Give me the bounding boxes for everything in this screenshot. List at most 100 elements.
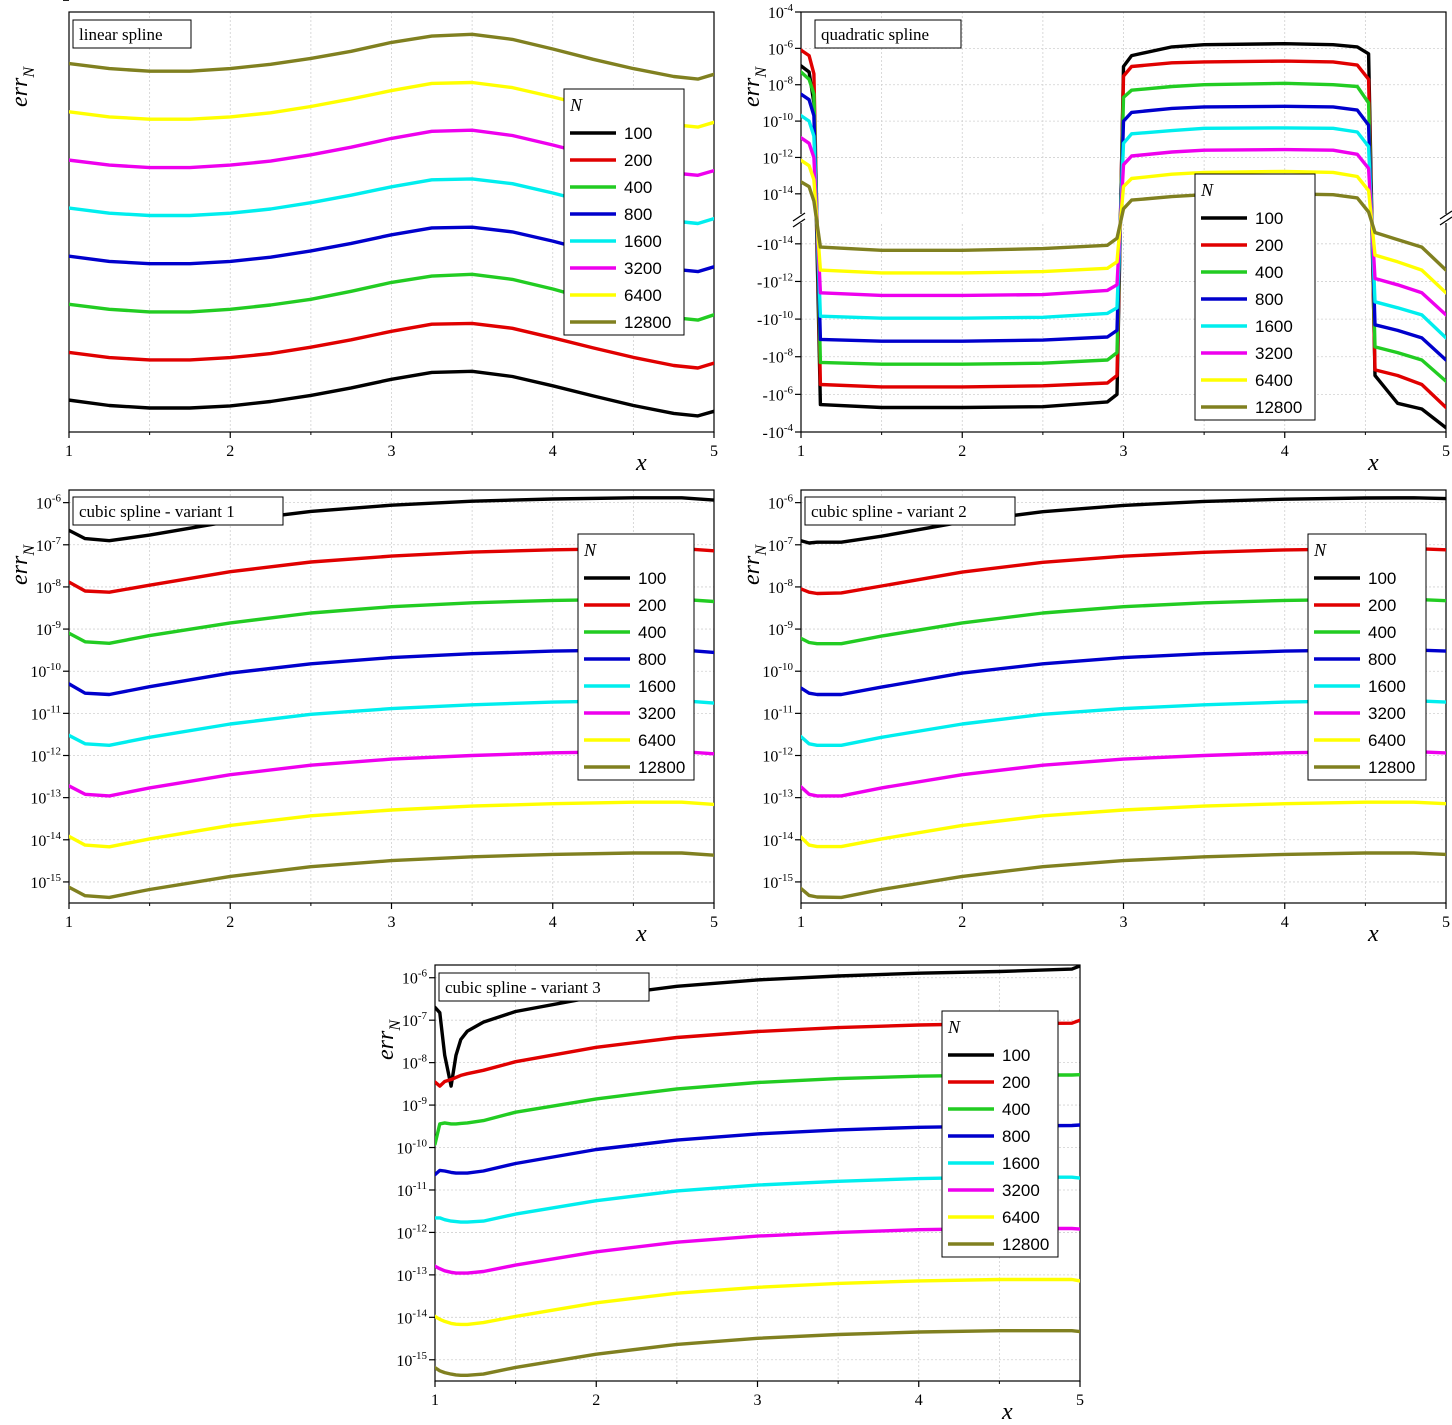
series-line-400: [801, 70, 1446, 383]
series-line-6400: [801, 800, 1446, 849]
legend-label: 12800: [1368, 758, 1415, 777]
x-tick-label: 1: [797, 443, 805, 460]
x-tick-label: 3: [1120, 914, 1128, 931]
y-tick-label: 10-10: [30, 661, 61, 681]
series-line-100: [69, 496, 714, 543]
legend-label: 800: [1002, 1127, 1030, 1146]
x-tick-label: 4: [549, 443, 557, 460]
x-tick-label: 4: [1281, 443, 1289, 460]
x-tick-label: 2: [958, 914, 966, 931]
y-tick-label: 10-7: [36, 535, 62, 555]
series-line-12800: [801, 851, 1446, 900]
series-line-12800: [801, 180, 1446, 272]
legend-label: 3200: [624, 259, 662, 278]
series-line-200: [69, 321, 714, 370]
x-tick-label: 1: [65, 914, 73, 931]
chart-panel: 1 2 3 4 5 x 10-6 10-7 10-8 10-9 10-10 10-11 10-12 10-…: [739, 489, 1450, 947]
legend-label: 100: [638, 569, 666, 588]
y-tick-label: 10-11: [31, 703, 61, 723]
y-axis-label: errN: [7, 66, 38, 107]
chart-title-box: [814, 19, 962, 49]
y-tick-label: 10-10: [396, 1138, 427, 1158]
y-tick-label: 10-12: [762, 147, 793, 167]
y-tick-label: 10-8: [402, 1053, 428, 1073]
x-tick-label: 5: [710, 914, 718, 931]
x-tick-label: 2: [226, 914, 234, 931]
x-tick-label: 1: [797, 914, 805, 931]
y-axis-label: errN: [373, 1019, 404, 1060]
legend-box: [1307, 533, 1427, 781]
series-line-6400: [435, 1277, 1080, 1327]
legend-label: 6400: [638, 731, 676, 750]
chart-title-box: [72, 19, 192, 49]
legend-label: 200: [1368, 596, 1396, 615]
x-axis-label: x: [635, 450, 647, 476]
y-tick-label: 10-7: [402, 1010, 428, 1030]
axis-break-mark: [792, 212, 806, 222]
series-line-6400: [801, 158, 1446, 295]
y-tick-label: -10-6: [31, 0, 62, 4]
y-tick-label: 10-10: [762, 111, 793, 131]
legend-label: 400: [624, 178, 652, 197]
legend-title: N: [1200, 180, 1214, 200]
x-tick-label: 3: [754, 1392, 762, 1409]
legend-label: 6400: [1255, 371, 1293, 390]
y-tick-label: 10-15: [762, 872, 793, 892]
legend-label: 100: [1255, 209, 1283, 228]
legend-label: 1600: [638, 677, 676, 696]
y-tick-label: 10-9: [402, 1095, 428, 1115]
chart-title-box: [72, 496, 284, 526]
legend-label: 800: [624, 205, 652, 224]
y-tick-label: 10-14: [30, 830, 61, 850]
legend-label: 200: [638, 596, 666, 615]
x-tick-label: 4: [549, 914, 557, 931]
series-line-12800: [435, 1329, 1080, 1377]
x-tick-label: 1: [65, 443, 73, 460]
x-tick-label: 5: [1076, 1392, 1084, 1409]
x-tick-label: 2: [958, 443, 966, 460]
legend-label: 100: [624, 124, 652, 143]
legend-title: N: [583, 540, 597, 560]
legend-label: 400: [1255, 263, 1283, 282]
legend-label: 6400: [1368, 731, 1406, 750]
y-tick-label: 10-14: [762, 830, 793, 850]
y-tick-label: 10-6: [402, 968, 428, 988]
y-tick-label: 10-8: [768, 577, 794, 597]
legend-label: 200: [624, 151, 652, 170]
chart-title-box: [804, 496, 1016, 526]
legend-box: [577, 533, 695, 781]
y-tick-label: 10-8: [36, 577, 62, 597]
x-tick-label: 2: [592, 1392, 600, 1409]
y-tick-label: 10-6: [768, 38, 794, 58]
y-tick-label: -10-14: [757, 234, 793, 254]
y-tick-label: 10-12: [30, 746, 61, 766]
y-axis-label: errN: [739, 544, 770, 585]
y-tick-label: 10-7: [768, 535, 794, 555]
y-axis-label: errN: [739, 66, 770, 107]
legend-label: 12800: [1002, 1235, 1049, 1254]
series-line-12800: [69, 32, 714, 81]
legend-label: 1600: [624, 232, 662, 251]
x-tick-label: 4: [1281, 914, 1289, 931]
y-tick-label: -10-10: [757, 309, 793, 329]
chart-title: linear spline: [79, 25, 163, 44]
y-tick-label: 10-11: [763, 703, 793, 723]
x-tick-label: 5: [1442, 914, 1450, 931]
axis-break-mark: [1439, 216, 1452, 226]
y-axis-label: errN: [7, 544, 38, 585]
chart-panel: 1 2 3 4 5 x 10-6 10-7 10-8 10-9 10-10 10-11 10-12 10-…: [373, 964, 1084, 1425]
chart-title-box: [438, 972, 650, 1002]
x-tick-label: 1: [431, 1392, 439, 1409]
series-line-12800: [69, 851, 714, 900]
y-tick-label: 10-13: [762, 788, 793, 808]
legend-label: 12800: [638, 758, 685, 777]
legend-label: 12800: [1255, 398, 1302, 417]
y-tick-label: 10-10: [762, 661, 793, 681]
y-tick-label: 10-13: [396, 1265, 427, 1285]
x-axis-label: x: [1001, 1399, 1013, 1425]
legend-label: 800: [1368, 650, 1396, 669]
axis-break-mark: [1439, 210, 1452, 220]
y-tick-label: -10-3: [31, 0, 62, 4]
x-tick-label: 4: [915, 1392, 923, 1409]
